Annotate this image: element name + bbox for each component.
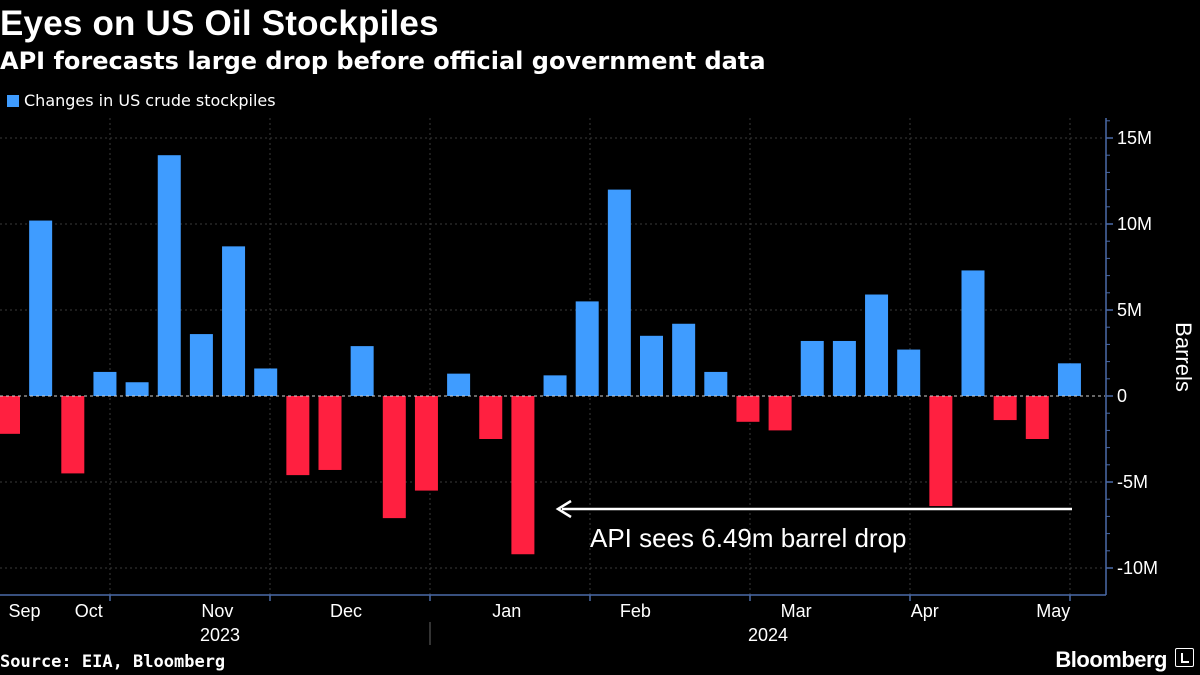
bar — [254, 368, 278, 396]
bar — [0, 396, 20, 434]
bar — [575, 301, 599, 396]
x-tick-label: Sep — [8, 601, 40, 621]
y-tick-label: 10M — [1117, 214, 1152, 234]
bar — [961, 270, 985, 396]
bar — [640, 335, 663, 396]
bar — [1025, 396, 1049, 439]
bar — [736, 396, 760, 422]
y-axis-title: Barrels — [1171, 322, 1196, 392]
y-tick-label: 5M — [1117, 300, 1142, 320]
x-tick-label: Mar — [781, 601, 812, 621]
legend-label: Changes in US crude stockpiles — [24, 91, 276, 110]
annotation-label: API sees 6.49m barrel drop — [590, 523, 907, 553]
bar — [125, 382, 149, 396]
bar — [993, 396, 1017, 421]
y-tick-label: 15M — [1117, 128, 1152, 148]
bar — [447, 373, 471, 396]
x-tick-label: Dec — [330, 601, 362, 621]
bar — [414, 396, 438, 491]
bar — [832, 340, 856, 396]
legend-swatch — [7, 94, 19, 107]
bar — [800, 340, 824, 396]
x-tick-label: Feb — [620, 601, 651, 621]
bar — [607, 189, 631, 396]
bar — [672, 323, 696, 396]
y-tick-label: -10M — [1117, 558, 1158, 578]
bar — [768, 396, 792, 431]
y-tick-label: 0 — [1117, 386, 1127, 406]
bar — [511, 396, 535, 555]
x-tick-label: Jan — [492, 601, 521, 621]
chart-subtitle: API forecasts large drop before official… — [0, 47, 766, 75]
chart-link-icon[interactable] — [1175, 648, 1194, 667]
x-tick-label: May — [1036, 601, 1070, 621]
chart-title: Eyes on US Oil Stockpiles — [0, 4, 439, 43]
source-note: Source: EIA, Bloomberg — [0, 652, 226, 672]
bar — [897, 349, 921, 396]
bar — [222, 246, 246, 396]
bar — [543, 375, 567, 396]
bar — [350, 346, 374, 396]
year-label: 2023 — [200, 625, 240, 645]
x-tick-label: Apr — [911, 601, 939, 621]
x-tick-label: Nov — [201, 601, 233, 621]
bar — [382, 396, 406, 519]
bar — [865, 294, 889, 396]
bar — [1057, 363, 1081, 396]
bloomberg-logo: Bloomberg — [1055, 647, 1167, 672]
bar — [318, 396, 342, 470]
bar — [29, 220, 53, 396]
year-label: 2024 — [748, 625, 788, 645]
bar — [61, 396, 85, 474]
bar — [704, 371, 728, 396]
x-tick-label: Oct — [75, 601, 103, 621]
bar — [189, 334, 213, 396]
bar — [157, 155, 181, 396]
annotation-arrowhead — [555, 499, 572, 519]
bar — [286, 396, 310, 476]
bar — [479, 396, 503, 439]
bar — [93, 371, 117, 396]
bar — [929, 396, 953, 507]
legend: Changes in US crude stockpiles — [7, 91, 276, 110]
y-tick-label: -5M — [1117, 472, 1148, 492]
